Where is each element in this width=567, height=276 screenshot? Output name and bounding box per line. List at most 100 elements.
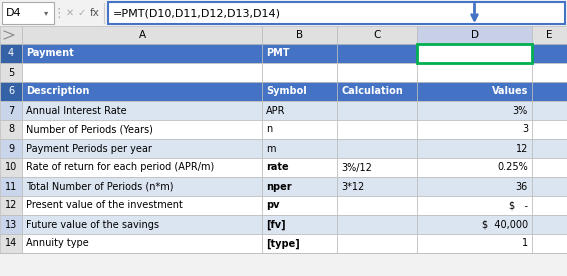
Bar [0, 63, 22, 82]
Text: Future value of the savings: Future value of the savings [26, 219, 159, 230]
Bar [262, 44, 337, 63]
Text: 9: 9 [8, 144, 14, 153]
Text: Present value of the investment: Present value of the investment [26, 200, 183, 211]
Text: $(1,060.60): $(1,060.60) [464, 49, 528, 59]
Bar [417, 26, 532, 44]
Text: n: n [266, 124, 272, 134]
Bar [337, 158, 417, 177]
Bar [532, 63, 567, 82]
Text: pv: pv [266, 200, 280, 211]
Bar [337, 82, 417, 101]
Bar [22, 101, 262, 120]
Bar [417, 158, 532, 177]
Bar [262, 215, 337, 234]
Text: 14: 14 [5, 238, 17, 248]
Bar [0, 158, 22, 177]
Text: 7: 7 [8, 105, 14, 115]
Text: 0.25%: 0.25% [497, 163, 528, 172]
Text: Annual Interest Rate: Annual Interest Rate [26, 105, 126, 115]
Text: 36: 36 [516, 182, 528, 192]
Text: Rate of return for each period (APR/m): Rate of return for each period (APR/m) [26, 163, 214, 172]
Bar [532, 177, 567, 196]
Bar [262, 82, 337, 101]
Text: [fv]: [fv] [266, 219, 286, 230]
Text: Number of Periods (Years): Number of Periods (Years) [26, 124, 153, 134]
Text: $   -: $ - [509, 200, 528, 211]
Bar [532, 120, 567, 139]
Text: 12: 12 [515, 144, 528, 153]
Bar [262, 158, 337, 177]
Bar [417, 234, 532, 253]
Text: =PMT(D10,D11,D12,D13,D14): =PMT(D10,D11,D12,D13,D14) [113, 8, 281, 18]
Bar [337, 120, 417, 139]
Text: nper: nper [266, 182, 291, 192]
Bar [337, 44, 417, 63]
Text: Description: Description [26, 86, 90, 97]
Text: Payment Periods per year: Payment Periods per year [26, 144, 152, 153]
Text: fx: fx [90, 8, 100, 18]
Text: 3%: 3% [513, 105, 528, 115]
Bar [262, 196, 337, 215]
Text: D: D [471, 30, 479, 40]
Text: 11: 11 [5, 182, 17, 192]
Bar [22, 26, 262, 44]
Bar [0, 101, 22, 120]
Text: [type]: [type] [266, 238, 300, 249]
Text: 6: 6 [8, 86, 14, 97]
Text: Values: Values [492, 86, 528, 97]
Text: B: B [296, 30, 303, 40]
Text: Annuity type: Annuity type [26, 238, 89, 248]
Bar [22, 63, 262, 82]
Bar [0, 0, 567, 26]
Bar [262, 63, 337, 82]
Bar [532, 234, 567, 253]
Text: A: A [138, 30, 146, 40]
Bar [337, 101, 417, 120]
Text: m: m [266, 144, 276, 153]
Bar [337, 196, 417, 215]
Bar [262, 26, 337, 44]
Bar [337, 26, 417, 44]
Bar [262, 177, 337, 196]
Bar [417, 139, 532, 158]
Text: Symbol: Symbol [266, 86, 307, 97]
Bar [532, 215, 567, 234]
Bar [22, 44, 262, 63]
Bar [22, 158, 262, 177]
Text: ✓: ✓ [78, 8, 86, 18]
Bar [337, 215, 417, 234]
Bar [417, 177, 532, 196]
Bar [0, 26, 22, 44]
Bar [532, 196, 567, 215]
Bar [417, 101, 532, 120]
Bar [532, 158, 567, 177]
Text: C: C [373, 30, 380, 40]
Bar [22, 215, 262, 234]
Bar [22, 196, 262, 215]
Text: $  40,000: $ 40,000 [482, 219, 528, 230]
Bar [0, 196, 22, 215]
Bar [0, 139, 22, 158]
Text: Calculation: Calculation [341, 86, 403, 97]
Bar [22, 139, 262, 158]
Bar [22, 177, 262, 196]
Bar [0, 120, 22, 139]
Bar [0, 234, 22, 253]
Text: Payment: Payment [26, 49, 74, 59]
Text: Total Number of Periods (n*m): Total Number of Periods (n*m) [26, 182, 174, 192]
Bar [0, 82, 22, 101]
Text: ✕: ✕ [66, 8, 74, 18]
Bar [337, 177, 417, 196]
Bar [108, 2, 565, 24]
Bar [22, 120, 262, 139]
Text: rate: rate [266, 163, 289, 172]
Text: PMT: PMT [266, 49, 290, 59]
Bar [417, 44, 532, 63]
Bar [532, 44, 567, 63]
Text: 3%/12: 3%/12 [341, 163, 372, 172]
Bar [22, 82, 262, 101]
Text: 3*12: 3*12 [341, 182, 364, 192]
Bar [417, 120, 532, 139]
Text: 1: 1 [522, 238, 528, 248]
Text: APR: APR [266, 105, 286, 115]
